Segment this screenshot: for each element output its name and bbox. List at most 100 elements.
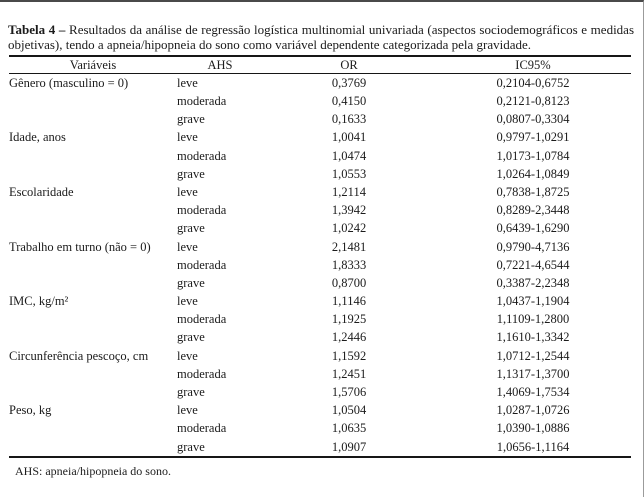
ahs-cell: leve [177, 348, 198, 363]
or-cell: 1,0635 [331, 421, 367, 436]
variable-cell [9, 92, 177, 110]
table-body: Gênero (masculino = 0) leve 0,3769 0,2104-0… [9, 74, 631, 457]
table-row: Gênero (masculino = 0) leve 0,3769 0,2104-0… [9, 74, 631, 93]
variable-cell [9, 420, 177, 438]
or-cell: 1,1592 [331, 348, 367, 363]
ahs-cell: grave [177, 385, 205, 400]
or-cell: 2,1481 [331, 239, 367, 254]
or-cell: 1,0553 [331, 166, 367, 181]
variable-cell [9, 201, 177, 219]
ic95-cell: 1,0437-1,1904 [496, 294, 570, 309]
or-cell: 1,0504 [331, 403, 367, 418]
or-cell: 1,1925 [331, 312, 367, 327]
ic95-cell: 1,0287-1,0726 [496, 403, 570, 418]
variable-cell [9, 365, 177, 383]
variable-cell [9, 438, 177, 457]
table-row: moderada 1,8333 0,7221-4,6544 [9, 256, 631, 274]
ic95-cell: 0,0807-0,3304 [496, 112, 570, 127]
ahs-cell: grave [177, 221, 205, 236]
table-row: Peso, kg leve 1,0504 1,0287-1,0726 [9, 401, 631, 419]
table-row: Trabalho em turno (não = 0) leve 2,1481 0,9… [9, 238, 631, 256]
caption-label: Tabela 4 – [8, 22, 66, 37]
variable-cell: Peso, kg [9, 403, 52, 418]
ic95-cell: 0,2104-0,6752 [496, 75, 570, 90]
footnote: AHS: apneia/hipopneia do sono. [15, 463, 171, 478]
ahs-cell: moderada [177, 312, 227, 327]
variable-cell [9, 165, 177, 183]
table-row: moderada 1,0635 1,0390-1,0886 [9, 420, 631, 438]
variable-cell [9, 147, 177, 165]
or-cell: 1,2446 [331, 330, 367, 345]
ahs-cell: moderada [177, 94, 227, 109]
ic95-cell: 1,0173-1,0784 [496, 148, 570, 163]
variable-cell [9, 110, 177, 128]
ic95-cell: 1,1109-1,2800 [496, 312, 570, 327]
variable-cell: Gênero (masculino = 0) [9, 75, 129, 90]
ahs-cell: grave [177, 166, 205, 181]
ahs-cell: grave [177, 275, 205, 290]
table-row: moderada 0,4150 0,2121-0,8123 [9, 92, 631, 110]
variable-cell: IMC, kg/m² [9, 294, 69, 309]
ahs-cell: leve [177, 294, 198, 309]
table-row: grave 1,0907 1,0656-1,1164 [9, 438, 631, 457]
variable-cell [9, 310, 177, 328]
ahs-cell: leve [177, 403, 198, 418]
ic95-cell: 1,0656-1,1164 [496, 439, 570, 454]
variable-cell [9, 274, 177, 292]
ahs-cell: leve [177, 239, 198, 254]
ic95-cell: 0,9790-4,7136 [496, 239, 570, 254]
variable-cell [9, 383, 177, 401]
table-row: moderada 1,2451 1,1317-1,3700 [9, 365, 631, 383]
ic95-cell: 0,2121-0,8123 [496, 94, 570, 109]
table-row: moderada 1,3942 0,8289-2,3448 [9, 201, 631, 219]
ahs-cell: grave [177, 439, 205, 454]
table-row: grave 0,8700 0,3387-2,2348 [9, 274, 631, 292]
variable-cell [9, 329, 177, 347]
ic95-cell: 1,4069-1,7534 [496, 385, 570, 400]
or-cell: 0,8700 [331, 275, 367, 290]
or-cell: 0,3769 [331, 75, 367, 90]
variable-cell [9, 220, 177, 238]
variable-cell: Circunferência pescoço, cm [9, 348, 149, 363]
caption-text: Resultados da análise de regressão logís… [8, 22, 635, 52]
variable-cell: Idade, anos [9, 130, 66, 145]
or-cell: 1,5706 [331, 385, 367, 400]
column-header-ahs: AHS [177, 56, 263, 74]
table-row: moderada 1,0474 1,0173-1,0784 [9, 147, 631, 165]
or-cell: 1,0907 [331, 439, 367, 454]
column-header-variaveis: Variáveis [9, 56, 177, 74]
or-cell: 1,0242 [331, 221, 367, 236]
variable-cell [9, 256, 177, 274]
ic95-cell: 0,7221-4,6544 [496, 257, 570, 272]
or-cell: 1,8333 [331, 257, 367, 272]
variable-cell: Trabalho em turno (não = 0) [9, 239, 151, 254]
ahs-cell: leve [177, 130, 198, 145]
table-row: grave 1,5706 1,4069-1,7534 [9, 383, 631, 401]
ic95-cell: 0,8289-2,3448 [496, 203, 570, 218]
table-row: grave 1,2446 1,1610-1,3342 [9, 329, 631, 347]
ahs-cell: leve [177, 184, 198, 199]
ic95-cell: 1,1610-1,3342 [496, 330, 570, 345]
ic95-cell: 0,6439-1,6290 [496, 221, 570, 236]
or-cell: 1,0041 [331, 130, 367, 145]
or-cell: 1,2451 [331, 366, 367, 381]
table-row: Escolaridade leve 1,2114 0,7838-1,8725 [9, 183, 631, 201]
or-cell: 1,0474 [331, 148, 367, 163]
table-header: Variáveis AHS OR IC95% [9, 56, 631, 74]
ic95-cell: 0,9797-1,0291 [496, 130, 570, 145]
ahs-cell: grave [177, 112, 205, 127]
table-row: IMC, kg/m² leve 1,1146 1,0437-1,1904 [9, 292, 631, 310]
ic95-cell: 1,0390-1,0886 [496, 421, 570, 436]
ahs-cell: leve [177, 75, 198, 90]
or-cell: 1,1146 [332, 294, 366, 309]
column-header-or: OR [263, 56, 435, 74]
ic95-cell: 0,3387-2,2348 [496, 275, 570, 290]
table-caption: Tabela 4 – Resultados da análise de regr… [8, 22, 634, 52]
ic95-cell: 1,0712-1,2544 [496, 348, 570, 363]
ahs-cell: grave [177, 330, 205, 345]
table-row: moderada 1,1925 1,1109-1,2800 [9, 310, 631, 328]
or-cell: 0,4150 [331, 94, 367, 109]
ahs-cell: moderada [177, 421, 227, 436]
header-row: Variáveis AHS OR IC95% [9, 56, 631, 74]
